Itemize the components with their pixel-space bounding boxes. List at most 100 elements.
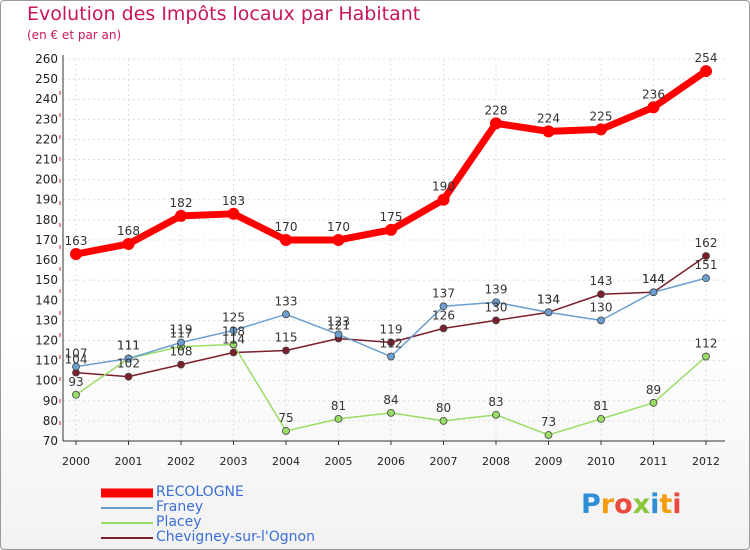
data-point (280, 233, 292, 246)
legend-label: Chevigney-sur-l'Ognon (156, 529, 315, 545)
chart-legend: RECOLOGNE Franey Placey Chevigney-sur-l'Ogn… (101, 485, 341, 545)
y-tick-label: 120 (35, 333, 58, 347)
y-tick-label: 160 (35, 253, 58, 267)
data-label: 130 (590, 300, 613, 314)
data-label: 168 (117, 224, 140, 238)
legend-label: Placey (156, 514, 202, 530)
data-point (387, 408, 395, 417)
data-label: 121 (327, 318, 350, 332)
brand-letter: i (650, 489, 660, 520)
data-point (334, 414, 343, 423)
data-labels-3: 104 102 108 114 115 121 119 126 130 134 143 144 162 (65, 236, 718, 371)
data-label: 112 (380, 337, 403, 351)
data-label: 118 (222, 324, 245, 338)
data-label: 117 (170, 327, 193, 341)
data-point (439, 324, 448, 333)
data-label: 130 (485, 300, 508, 314)
data-label: 111 (117, 339, 140, 353)
brand-letter: o (614, 489, 633, 520)
x-tick-label: 2010 (587, 455, 615, 468)
data-label: 125 (222, 310, 245, 324)
data-point (597, 290, 605, 299)
legend-swatch (101, 536, 153, 539)
data-label: 137 (432, 286, 455, 300)
y-tick-label: 110 (35, 354, 58, 368)
data-point (229, 348, 238, 357)
data-point (124, 354, 133, 363)
data-point (282, 427, 290, 435)
data-label: 119 (380, 322, 403, 336)
data-label: 143 (590, 274, 613, 288)
data-point (439, 302, 448, 311)
grid-lines (63, 58, 725, 442)
legend-label: RECOLOGNE (156, 484, 244, 500)
data-point (227, 207, 240, 220)
data-label: 144 (642, 272, 665, 286)
legend-item: Franey (101, 500, 341, 515)
data-label: 151 (695, 258, 718, 272)
y-tick-label: 250 (35, 72, 58, 86)
series-0 (70, 65, 712, 261)
x-tick-label: 2000 (62, 455, 90, 468)
data-label: 126 (432, 308, 455, 322)
data-label: 162 (695, 236, 718, 250)
brand-letter: r (600, 489, 615, 520)
data-point (647, 101, 660, 114)
y-tick-label: 100 (35, 374, 58, 388)
y-tick-label: 140 (35, 293, 58, 307)
data-label: 119 (170, 322, 193, 336)
y-tick-label: 90 (43, 394, 58, 408)
x-tick-labels: 2000 2001 2002 2003 2004 2005 2006 2007 2008 2009… (62, 441, 720, 468)
data-point (700, 65, 712, 78)
data-point (177, 338, 185, 347)
data-label: 139 (485, 282, 508, 296)
chart-title: Evolution des Impôts locaux par Habitant (27, 3, 421, 25)
data-label: 170 (327, 220, 350, 234)
data-labels-0: 163 168 182 183 170 170 175 190 228 224 225 236 254 (65, 51, 718, 248)
data-point (702, 252, 710, 260)
y-tick-label: 170 (35, 233, 58, 247)
data-point (702, 352, 710, 361)
data-label: 175 (380, 210, 403, 224)
data-point (229, 340, 238, 349)
legend-item: Placey (101, 515, 341, 530)
brand-letter: t (659, 489, 673, 520)
data-label: 134 (537, 292, 560, 306)
chart-subtitle: (en € et par an) (27, 28, 122, 42)
data-point (282, 346, 290, 355)
data-point (124, 372, 133, 381)
data-label: 114 (222, 333, 245, 347)
data-point (72, 390, 80, 399)
brand-letter: P (581, 489, 601, 520)
legend-item: Chevigney-sur-l'Ognon (101, 530, 341, 545)
x-tick-label: 2001 (115, 455, 143, 468)
data-point (490, 117, 502, 130)
data-point (492, 316, 500, 325)
data-label: 83 (488, 395, 503, 409)
y-tick-label: 230 (35, 112, 58, 126)
data-point (387, 352, 395, 361)
x-tick-label: 2011 (640, 455, 668, 468)
data-label: 81 (593, 399, 608, 413)
data-label: 104 (65, 353, 88, 367)
data-label: 108 (170, 345, 193, 359)
data-labels-2: 93 111 117 118 75 81 84 80 83 73 81 89 112 (68, 324, 717, 428)
data-label: 224 (537, 111, 560, 125)
data-point (282, 310, 290, 319)
x-tick-label: 2005 (325, 455, 353, 468)
data-label: 190 (432, 180, 455, 194)
legend-item: RECOLOGNE (101, 485, 341, 500)
x-tick-label: 2009 (535, 455, 563, 468)
legend-swatch (101, 488, 153, 497)
y-tick-label: 200 (35, 173, 58, 187)
brand-letter: i (672, 489, 682, 520)
brand-logo: Proxiti (581, 489, 682, 520)
data-label: 73 (541, 415, 556, 429)
y-tick-label: 260 (35, 52, 58, 66)
data-point (597, 414, 605, 423)
data-point (177, 360, 185, 369)
y-tick-label: 240 (35, 92, 58, 106)
data-point (544, 308, 553, 317)
